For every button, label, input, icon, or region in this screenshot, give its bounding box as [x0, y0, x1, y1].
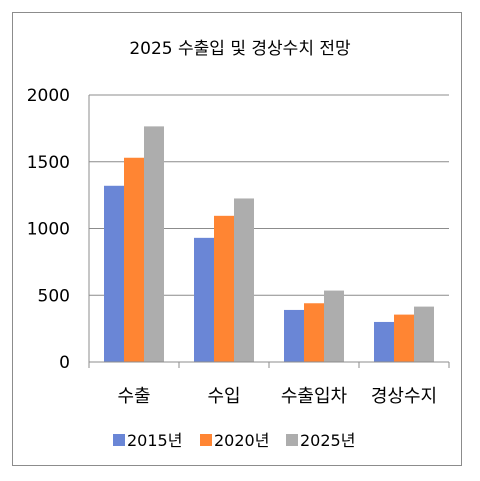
- bar: [374, 321, 394, 362]
- legend-swatch: [200, 434, 212, 446]
- y-tick-labels: 0 500 1000 1500 2000: [27, 86, 70, 373]
- bar: [124, 157, 144, 362]
- y-tick-label: 2000: [27, 86, 70, 106]
- bar: [304, 303, 324, 362]
- legend-label: 2020년: [214, 431, 269, 450]
- legend: 2015년 2020년 2025년: [113, 431, 355, 450]
- x-category-label: 경상수지: [371, 386, 437, 407]
- bar: [144, 126, 164, 362]
- bar: [394, 314, 414, 362]
- legend-swatch: [113, 434, 125, 446]
- y-tick-label: 500: [38, 286, 70, 306]
- x-category-label: 수출: [117, 386, 150, 407]
- bar: [234, 198, 254, 362]
- x-category-label: 수입: [207, 386, 240, 407]
- x-category-labels: 수출 수입 수출입차 경상수지: [117, 386, 437, 407]
- bar: [104, 185, 124, 362]
- x-category-label: 수출입차: [281, 386, 348, 407]
- bars: [104, 126, 434, 362]
- bar: [194, 237, 214, 362]
- bar: [324, 290, 344, 362]
- legend-label: 2015년: [127, 431, 182, 450]
- bar: [214, 215, 234, 362]
- legend-label: 2025년: [300, 431, 355, 450]
- y-tick-label: 0: [59, 353, 70, 373]
- axes: [88, 95, 450, 368]
- y-tick-label: 1500: [27, 153, 70, 173]
- bar: [414, 306, 434, 362]
- chart-title: 2025 수출입 및 경상수치 전망: [129, 39, 351, 59]
- bar: [284, 309, 304, 362]
- legend-swatch: [286, 434, 298, 446]
- y-tick-label: 1000: [27, 220, 70, 240]
